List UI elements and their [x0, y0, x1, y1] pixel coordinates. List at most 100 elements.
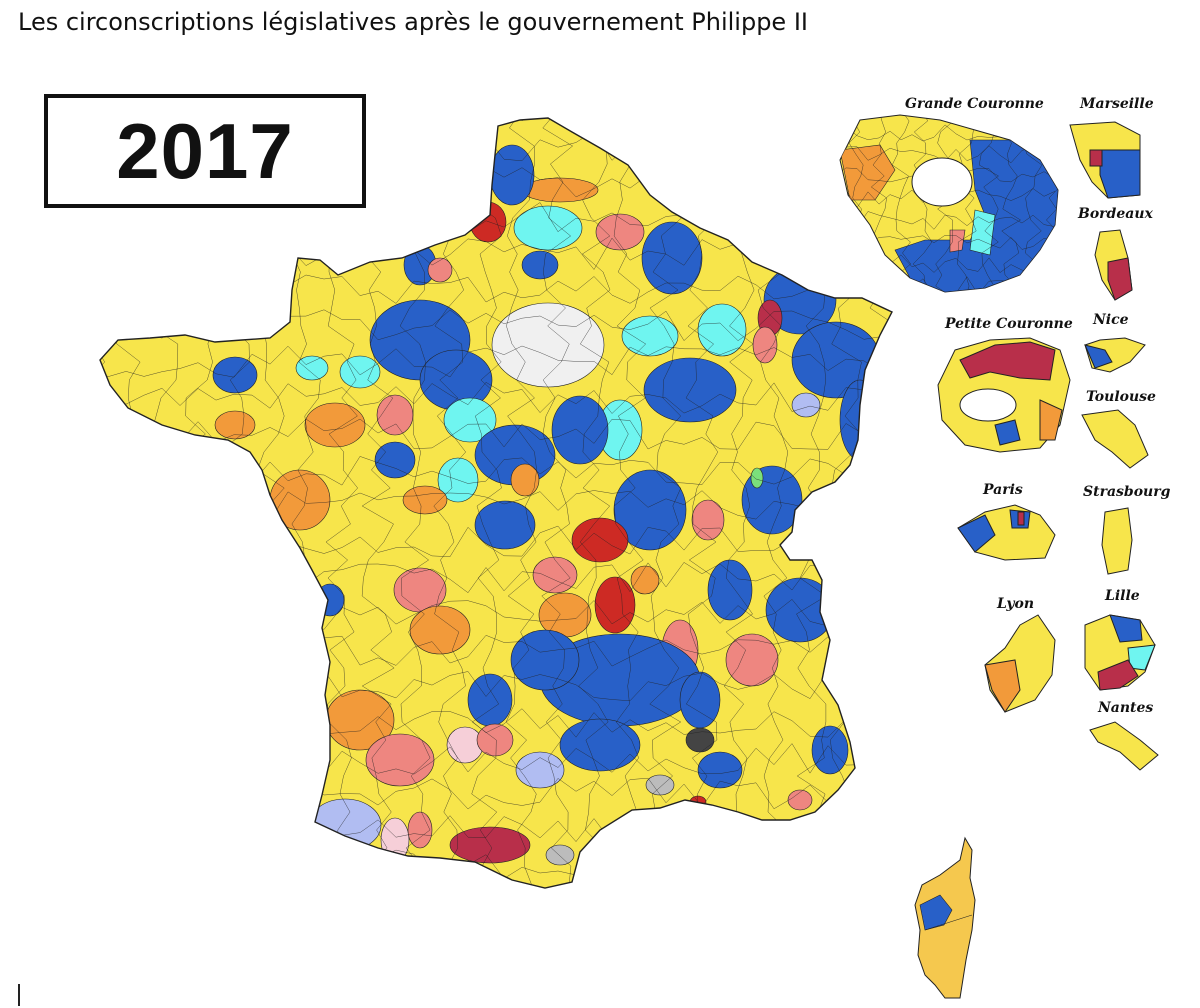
region-orange-bretagne-2	[214, 410, 256, 440]
year-box: 2017	[44, 94, 366, 208]
ma-red-shape	[1089, 149, 1103, 167]
ly-orange-shape	[984, 659, 1021, 713]
region-blue-gard	[679, 671, 721, 729]
region-red-puy-de-dome	[594, 576, 636, 634]
region-blue-rhone-alpes	[765, 577, 835, 643]
inset-paris	[957, 504, 1056, 561]
corsica-blue-region	[919, 894, 953, 931]
inset-marseille	[1069, 121, 1141, 199]
inset-grande-couronne	[839, 114, 1059, 293]
border-line-h-9	[100, 418, 892, 450]
region-orange-vienne	[510, 463, 540, 497]
region-blue-savoie	[707, 559, 753, 621]
border-line-v-26	[217, 118, 250, 885]
inset-label-grande-couronne: Grande Couronne	[905, 96, 1044, 112]
year-label: 2017	[116, 106, 294, 195]
inset-label-nice: Nice	[1093, 312, 1129, 328]
inset-label-toulouse: Toulouse	[1086, 389, 1156, 405]
region-cyan-bretagne-2	[295, 355, 329, 381]
border-line-h-8	[100, 381, 892, 414]
inset-petite-couronne	[937, 337, 1071, 453]
text-cursor	[18, 984, 20, 1006]
inset-label-marseille: Marseille	[1080, 96, 1154, 112]
inset-nantes	[1089, 721, 1159, 771]
region-orange-bretagne-1	[304, 402, 366, 448]
region-blue-bourgogne	[613, 469, 687, 551]
border-line-v-39	[685, 118, 719, 885]
region-blue-alsace	[839, 379, 881, 461]
na-base-shape	[1089, 721, 1159, 771]
region-blue-yonne	[551, 395, 609, 465]
region-gray-aude	[545, 844, 575, 866]
border-line-v-12	[891, 115, 912, 292]
border-line-v-36	[578, 118, 611, 885]
border-line-v-35	[541, 118, 574, 885]
border-line-v-38	[649, 118, 683, 885]
inset-bordeaux	[1094, 229, 1133, 301]
region-cyan-centre	[443, 397, 497, 443]
bo-crimson-shape	[1107, 257, 1133, 301]
border-line-v-23	[110, 118, 143, 885]
border-line-v-17	[1001, 115, 1022, 292]
region-salmon-bretagne	[376, 394, 414, 436]
inset-label-lyon: Lyon	[997, 596, 1034, 612]
mainland-border	[99, 117, 893, 889]
border-line-v-9	[840, 115, 844, 292]
region-blue-champagne	[643, 357, 737, 423]
region-blue-correze	[467, 673, 513, 727]
inset-label-strasbourg: Strasbourg	[1083, 484, 1171, 500]
region-lavender-tarn-garonne	[515, 751, 565, 789]
border-line-v-34	[505, 118, 537, 885]
region-blue-bouches-rhone	[697, 751, 743, 789]
pc-red-shape	[959, 341, 1056, 381]
petite-couronne-paris-hole	[959, 388, 1017, 422]
inset-nice	[1084, 337, 1146, 373]
region-blue-nord	[489, 144, 535, 206]
border-line-v-13	[912, 115, 933, 292]
corsica-divider	[924, 914, 973, 931]
inset-label-lille: Lille	[1105, 588, 1140, 604]
to-base-shape	[1081, 409, 1149, 469]
region-green-doubs	[750, 467, 764, 489]
border-line-v-22	[100, 118, 106, 885]
pa-blue-w-shape	[957, 514, 996, 553]
region-gray-herault	[645, 774, 675, 796]
region-red-seine-maritime	[469, 201, 507, 243]
border-line-v-15	[957, 115, 977, 292]
inset-strasbourg	[1101, 507, 1133, 575]
region-dark-vaucluse	[685, 727, 715, 753]
region-blue-landes	[315, 583, 345, 617]
inset-toulouse	[1081, 409, 1149, 469]
region-salmon-pyrenees	[407, 811, 433, 849]
region-orange-vendee	[269, 469, 331, 531]
ma-blue-shape	[1099, 149, 1141, 199]
border-line-v-16	[978, 115, 999, 292]
inset-label-paris: Paris	[983, 482, 1023, 498]
pc-orange-shape	[1039, 399, 1063, 441]
region-cyan-north	[513, 205, 583, 251]
region-blue-bretagne	[212, 356, 258, 394]
region-cyan-champagne-2	[697, 303, 747, 357]
region-blue-vienne	[474, 500, 536, 550]
region-salmon-lot	[365, 733, 435, 787]
ni-blue-shape	[1084, 344, 1113, 369]
region-cyan-bretagne-1	[339, 355, 381, 389]
mainland-france	[99, 117, 893, 889]
pa-crimson-shape	[1017, 511, 1025, 526]
region-salmon-tarn	[476, 723, 514, 757]
region-blue-aveyron	[510, 629, 580, 691]
region-lightgray-idf	[491, 302, 605, 388]
region-salmon-alpes	[725, 633, 779, 687]
li-crimson-shape	[1097, 659, 1139, 691]
region-salmon-var	[787, 789, 813, 811]
region-red-allier	[571, 517, 629, 563]
inset-lille	[1084, 614, 1156, 691]
region-salmon-north	[595, 213, 645, 251]
region-blue-lorraine	[791, 321, 881, 399]
region-orange-haute-loire	[630, 565, 660, 595]
inset-label-nantes: Nantes	[1098, 700, 1154, 716]
region-orange-dordogne	[409, 605, 471, 655]
region-lavender-alsace	[791, 392, 821, 418]
region-blue-var	[811, 725, 849, 775]
